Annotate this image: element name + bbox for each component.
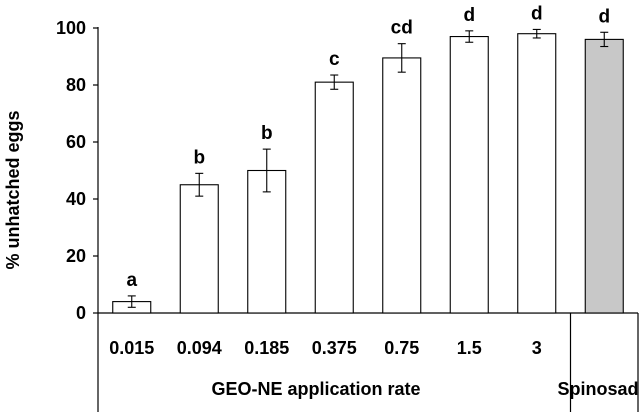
- y-tick-label: 100: [56, 18, 86, 38]
- x-tick-label: 0.75: [384, 338, 419, 358]
- significance-letter: a: [126, 270, 137, 291]
- significance-letter: cd: [391, 18, 413, 39]
- x-tick-label: 1.5: [457, 338, 482, 358]
- bar: [584, 38, 624, 314]
- x-tick-label: 0.015: [109, 338, 154, 358]
- x-tick-label: 0.185: [244, 338, 289, 358]
- significance-letter: d: [463, 5, 475, 26]
- y-tick-label: 80: [66, 75, 86, 95]
- significance-letter: c: [329, 49, 340, 70]
- y-axis-label: % unhatched eggs: [3, 110, 23, 269]
- significance-letter: d: [531, 3, 543, 24]
- bar: [449, 35, 489, 314]
- bar: [247, 169, 287, 314]
- y-tick-label: 20: [66, 246, 86, 266]
- bar: [382, 57, 422, 314]
- x-tick-label: 0.375: [312, 338, 357, 358]
- group-label-spinosad: Spinosad: [557, 379, 638, 399]
- y-tick-label: 40: [66, 189, 86, 209]
- bar: [314, 81, 354, 314]
- significance-letter: b: [261, 123, 273, 144]
- bar: [179, 184, 219, 314]
- y-tick-label: 60: [66, 132, 86, 152]
- y-tick-label: 0: [76, 303, 86, 323]
- bar: [517, 33, 557, 314]
- x-tick-label: 3: [532, 338, 542, 358]
- group-label-geo-ne: GEO-NE application rate: [211, 379, 420, 399]
- significance-letter: d: [598, 6, 610, 27]
- x-tick-label: 0.094: [177, 338, 222, 358]
- significance-letter: b: [193, 147, 205, 168]
